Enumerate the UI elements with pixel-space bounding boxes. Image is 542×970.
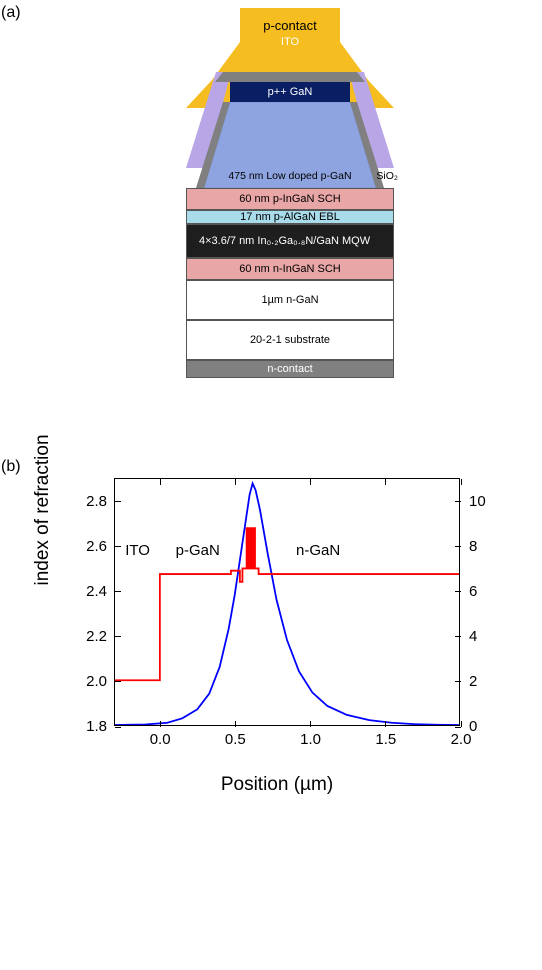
layer-ncontact: n-contact bbox=[186, 360, 394, 378]
ridge-region: 475 nm Low doped p-GaN SiO₂ bbox=[186, 102, 394, 188]
bottom-layers: 60 nm p-InGaN SCH 17 nm p-AlGaN EBL 4×3.… bbox=[186, 188, 394, 378]
layer-substrate: 20-2-1 substrate bbox=[186, 320, 394, 360]
region-label: ITO bbox=[125, 542, 150, 559]
region-label: p-GaN bbox=[176, 542, 220, 559]
layer-mqw: 4×3.6/7 nm In₀.₂Ga₀.₈N/GaN MQW bbox=[186, 224, 394, 258]
layer-sch-top: 60 nm p-InGaN SCH bbox=[186, 188, 394, 210]
layer-ebl: 17 nm p-AlGaN EBL bbox=[186, 210, 394, 224]
field-line bbox=[115, 483, 459, 725]
ridge-text: 475 nm Low doped p-GaN bbox=[186, 170, 394, 182]
ppp-layer: p++ GaN bbox=[230, 82, 350, 102]
ito-label: ITO bbox=[186, 36, 394, 48]
sio2-text: SiO₂ bbox=[376, 170, 398, 182]
device-stack: p-contact ITO p++ GaN bbox=[160, 8, 420, 378]
series-svg bbox=[115, 479, 459, 725]
index-line bbox=[115, 528, 459, 680]
xlabel: Position (µm) bbox=[42, 774, 512, 796]
panel-b-label: (b) bbox=[1, 458, 21, 476]
layer-ngan: 1µm n-GaN bbox=[186, 280, 394, 320]
ppp-text: p++ GaN bbox=[268, 86, 313, 98]
plot-area: 0.00.51.01.52.01.82.02.22.42.62.80246810… bbox=[114, 478, 460, 726]
pcontact-text: p-contact bbox=[263, 18, 317, 33]
layer-sch-bot: 60 nm n-InGaN SCH bbox=[186, 258, 394, 280]
region-label: n-GaN bbox=[296, 542, 340, 559]
panel-a-label: (a) bbox=[1, 4, 21, 22]
chart: index of refraction |Electric field|² (a… bbox=[42, 470, 512, 790]
ylabel-left: index of refraction bbox=[32, 400, 54, 620]
